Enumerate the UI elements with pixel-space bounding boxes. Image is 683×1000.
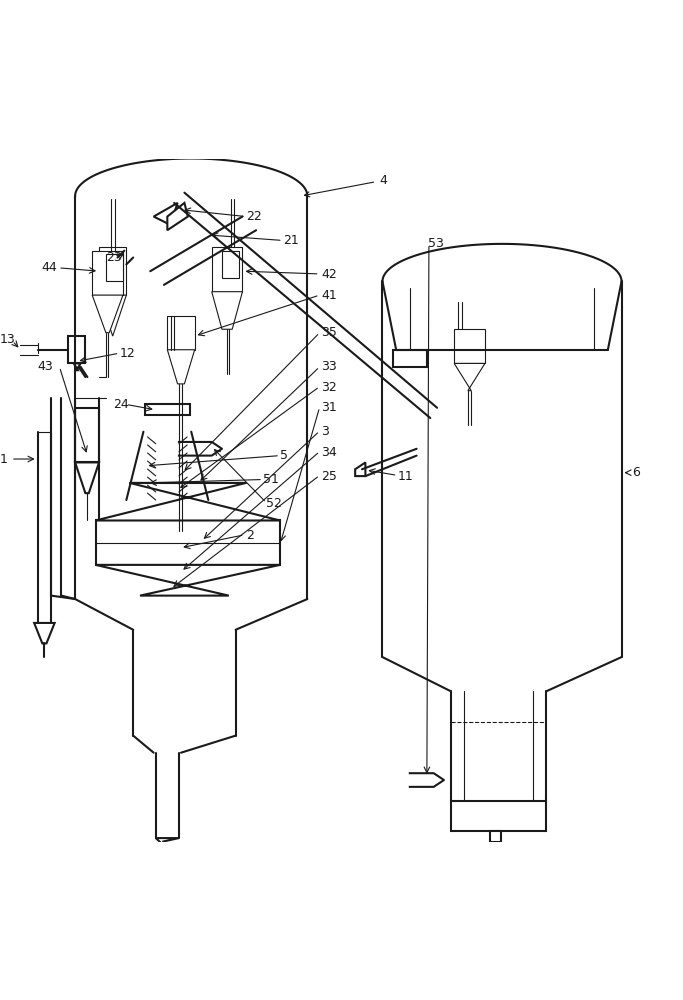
Text: 5: 5	[280, 449, 288, 462]
Polygon shape	[454, 363, 485, 391]
Text: 1: 1	[0, 453, 8, 466]
Polygon shape	[167, 203, 188, 230]
Polygon shape	[167, 350, 195, 384]
Polygon shape	[92, 295, 123, 333]
Text: 52: 52	[266, 497, 282, 510]
Text: 41: 41	[321, 289, 337, 302]
Bar	[454, 329, 485, 363]
Text: 51: 51	[263, 473, 279, 486]
Bar	[212, 247, 242, 292]
Text: 32: 32	[321, 381, 337, 394]
Bar	[451, 801, 546, 831]
Bar	[167, 316, 195, 350]
Bar	[490, 831, 501, 841]
Text: 34: 34	[321, 446, 337, 459]
Polygon shape	[75, 462, 99, 493]
Polygon shape	[34, 623, 55, 643]
Bar	[222, 251, 239, 278]
Text: 3: 3	[321, 425, 329, 438]
Text: 24: 24	[113, 398, 128, 411]
Text: 31: 31	[321, 401, 337, 414]
Bar	[99, 247, 126, 295]
Polygon shape	[96, 483, 280, 520]
Text: 12: 12	[120, 347, 135, 360]
Polygon shape	[99, 295, 126, 336]
Polygon shape	[355, 462, 365, 476]
Bar	[96, 520, 280, 565]
Text: 42: 42	[321, 268, 337, 281]
Polygon shape	[96, 565, 280, 596]
Text: 13: 13	[0, 333, 16, 346]
Text: 22: 22	[246, 210, 262, 223]
Bar	[106, 254, 123, 281]
Bar	[75, 408, 99, 462]
Bar	[92, 251, 123, 295]
Bar	[68, 336, 85, 363]
Text: 6: 6	[632, 466, 640, 479]
Polygon shape	[74, 363, 81, 370]
Bar	[145, 404, 190, 415]
Text: 33: 33	[321, 360, 337, 373]
Bar	[393, 350, 427, 367]
Text: 25: 25	[321, 470, 337, 483]
Text: 44: 44	[41, 261, 57, 274]
Text: 35: 35	[321, 326, 337, 339]
Text: 4: 4	[305, 174, 387, 197]
Text: 43: 43	[38, 360, 53, 373]
Polygon shape	[156, 838, 179, 845]
Text: 21: 21	[283, 234, 299, 247]
Text: 2: 2	[246, 529, 254, 542]
Text: 11: 11	[398, 470, 413, 483]
Polygon shape	[212, 292, 242, 329]
Polygon shape	[154, 203, 178, 223]
Text: 23: 23	[106, 251, 122, 264]
Text: 53: 53	[428, 237, 444, 250]
